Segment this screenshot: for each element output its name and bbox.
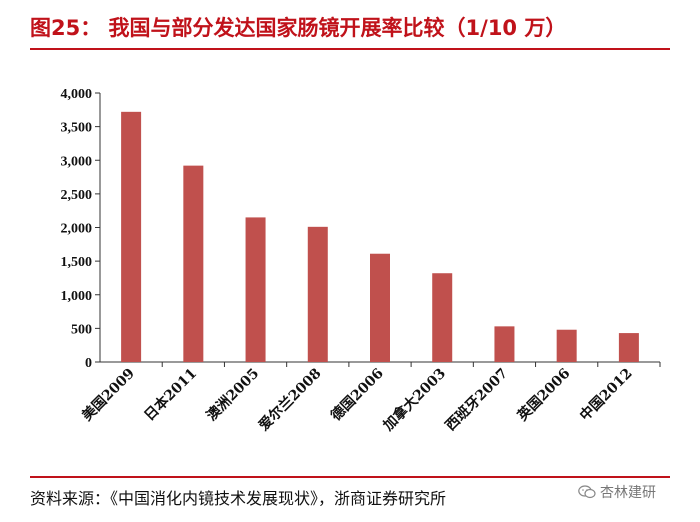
- x-tick-label: 中国2012: [576, 365, 635, 424]
- y-tick-label: 3,000: [61, 154, 93, 169]
- figure-title: 图25： 我国与部分发达国家肠镜开展率比较（1/10 万）: [30, 16, 567, 40]
- bar: [556, 329, 577, 362]
- x-tick-label: 西班牙2007: [442, 365, 511, 434]
- x-tick-label: 英国2006: [513, 365, 573, 425]
- bar: [183, 165, 204, 362]
- watermark: 杏林建研: [578, 482, 656, 502]
- y-tick-label: 4,000: [61, 87, 93, 102]
- footer-divider: [30, 476, 670, 478]
- wechat-icon: [578, 485, 596, 499]
- source-note: 资料来源：《中国消化内镜技术发展现状》，浙商证券研究所: [30, 489, 447, 508]
- y-tick-label: 3,500: [61, 121, 93, 136]
- y-tick-label: 1,500: [61, 255, 93, 270]
- bar: [370, 253, 390, 362]
- bar: [245, 217, 266, 362]
- x-tick-label: 德国2006: [327, 365, 386, 424]
- y-tick-label: 500: [71, 322, 92, 337]
- x-tick-label: 美国2009: [79, 365, 138, 424]
- x-tick-label: 澳洲2005: [203, 365, 262, 424]
- bar: [432, 273, 453, 362]
- y-tick-label: 0: [85, 356, 92, 371]
- y-tick-label: 2,000: [61, 222, 93, 237]
- x-tick-label: 爱尔兰2008: [255, 365, 324, 434]
- y-tick-label: 1,000: [61, 289, 93, 304]
- title-divider: [30, 48, 670, 50]
- bar: [307, 226, 328, 362]
- bar: [121, 111, 142, 362]
- watermark-text: 杏林建研: [600, 485, 656, 501]
- y-tick-label: 2,500: [61, 188, 93, 203]
- bar: [494, 326, 515, 362]
- bar: [618, 333, 639, 362]
- x-tick-label: 日本2011: [141, 365, 200, 424]
- bar-chart: 0 500 1,000 1,500 2,000 2,500 3,000 3,500 4,000 美…: [61, 87, 661, 435]
- x-tick-label: 加拿大2003: [379, 365, 449, 435]
